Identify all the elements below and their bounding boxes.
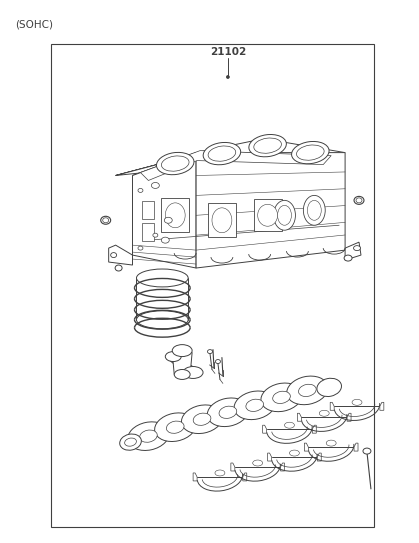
Ellipse shape bbox=[317, 378, 341, 396]
Ellipse shape bbox=[249, 135, 286, 157]
Ellipse shape bbox=[166, 421, 184, 433]
Polygon shape bbox=[161, 198, 189, 232]
Ellipse shape bbox=[219, 406, 237, 419]
Polygon shape bbox=[254, 199, 282, 231]
Ellipse shape bbox=[258, 204, 277, 226]
Polygon shape bbox=[132, 153, 196, 268]
Ellipse shape bbox=[151, 182, 159, 188]
Ellipse shape bbox=[115, 265, 122, 271]
Ellipse shape bbox=[193, 413, 211, 425]
Ellipse shape bbox=[181, 405, 222, 433]
Ellipse shape bbox=[172, 345, 192, 357]
Polygon shape bbox=[312, 425, 316, 433]
Ellipse shape bbox=[111, 252, 116, 257]
Polygon shape bbox=[330, 402, 334, 411]
Ellipse shape bbox=[344, 255, 352, 261]
Polygon shape bbox=[354, 443, 358, 451]
Ellipse shape bbox=[287, 376, 328, 405]
Ellipse shape bbox=[356, 198, 362, 203]
Ellipse shape bbox=[215, 470, 225, 476]
Ellipse shape bbox=[212, 208, 232, 233]
Polygon shape bbox=[281, 463, 285, 471]
Ellipse shape bbox=[183, 367, 203, 378]
Ellipse shape bbox=[174, 369, 190, 380]
Ellipse shape bbox=[140, 430, 157, 443]
Polygon shape bbox=[243, 473, 247, 481]
Bar bbox=[51, 44, 374, 527]
Ellipse shape bbox=[285, 422, 295, 428]
Polygon shape bbox=[231, 463, 235, 471]
Ellipse shape bbox=[137, 269, 188, 287]
Ellipse shape bbox=[354, 245, 360, 251]
Polygon shape bbox=[142, 223, 154, 241]
Ellipse shape bbox=[319, 411, 329, 416]
Ellipse shape bbox=[297, 145, 324, 160]
Polygon shape bbox=[132, 138, 345, 180]
Ellipse shape bbox=[226, 75, 229, 79]
Ellipse shape bbox=[208, 146, 236, 161]
Polygon shape bbox=[116, 150, 339, 175]
Polygon shape bbox=[193, 473, 197, 481]
Ellipse shape bbox=[103, 218, 109, 223]
Ellipse shape bbox=[155, 413, 196, 441]
Ellipse shape bbox=[207, 398, 248, 427]
Polygon shape bbox=[109, 245, 132, 265]
Polygon shape bbox=[167, 358, 199, 375]
Polygon shape bbox=[142, 201, 154, 219]
Ellipse shape bbox=[246, 399, 264, 412]
Polygon shape bbox=[317, 453, 321, 461]
Ellipse shape bbox=[277, 205, 292, 225]
Polygon shape bbox=[345, 242, 361, 260]
Polygon shape bbox=[116, 150, 339, 175]
Ellipse shape bbox=[352, 399, 362, 405]
Ellipse shape bbox=[153, 233, 158, 237]
Ellipse shape bbox=[292, 142, 329, 164]
Polygon shape bbox=[208, 203, 236, 237]
Ellipse shape bbox=[354, 197, 364, 204]
Polygon shape bbox=[140, 150, 331, 180]
Ellipse shape bbox=[363, 448, 371, 454]
Ellipse shape bbox=[203, 142, 241, 165]
Ellipse shape bbox=[273, 391, 290, 403]
Ellipse shape bbox=[308, 200, 321, 220]
Ellipse shape bbox=[137, 311, 188, 329]
Ellipse shape bbox=[138, 246, 143, 250]
Ellipse shape bbox=[290, 450, 300, 456]
Ellipse shape bbox=[165, 351, 181, 362]
Polygon shape bbox=[297, 413, 301, 421]
Polygon shape bbox=[304, 443, 308, 451]
Ellipse shape bbox=[165, 203, 185, 228]
Ellipse shape bbox=[215, 359, 220, 363]
Ellipse shape bbox=[124, 438, 137, 446]
Ellipse shape bbox=[161, 237, 169, 243]
Ellipse shape bbox=[234, 391, 275, 420]
Polygon shape bbox=[268, 453, 272, 461]
Ellipse shape bbox=[120, 434, 141, 450]
Polygon shape bbox=[263, 425, 266, 433]
Ellipse shape bbox=[101, 216, 111, 224]
Ellipse shape bbox=[161, 156, 189, 171]
Ellipse shape bbox=[254, 138, 282, 153]
Polygon shape bbox=[380, 402, 384, 411]
Ellipse shape bbox=[253, 460, 263, 466]
Ellipse shape bbox=[128, 422, 169, 451]
Text: 21102: 21102 bbox=[210, 47, 246, 57]
Ellipse shape bbox=[298, 384, 316, 396]
Ellipse shape bbox=[303, 195, 325, 225]
Text: (SOHC): (SOHC) bbox=[16, 20, 53, 29]
Ellipse shape bbox=[207, 350, 212, 353]
Polygon shape bbox=[172, 352, 192, 375]
Polygon shape bbox=[347, 413, 351, 421]
Polygon shape bbox=[196, 153, 345, 268]
Ellipse shape bbox=[326, 440, 336, 446]
Ellipse shape bbox=[156, 153, 194, 175]
Ellipse shape bbox=[138, 188, 143, 192]
Ellipse shape bbox=[261, 383, 302, 412]
Ellipse shape bbox=[164, 217, 172, 223]
Ellipse shape bbox=[274, 200, 295, 230]
